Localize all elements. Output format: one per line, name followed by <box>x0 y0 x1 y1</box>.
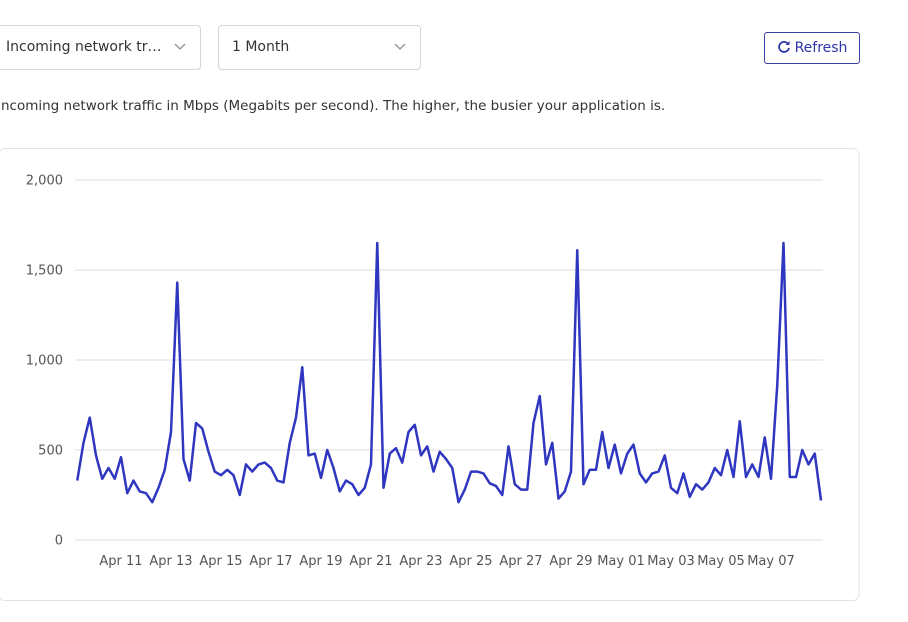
x-tick-label: Apr 17 <box>249 554 292 569</box>
x-tick-label: Apr 21 <box>349 554 392 569</box>
x-tick-label: May 03 <box>647 554 695 569</box>
x-tick-label: May 07 <box>747 554 795 569</box>
metric-select[interactable]: Incoming network tr… <box>0 25 201 70</box>
x-tick-label: May 05 <box>697 554 745 569</box>
chart-card <box>0 148 860 601</box>
y-tick-label: 2,000 <box>26 174 63 189</box>
metric-select-text: Incoming network tr… <box>6 39 162 55</box>
x-tick-label: Apr 29 <box>549 554 592 569</box>
x-tick-label: Apr 23 <box>399 554 442 569</box>
refresh-button[interactable]: Refresh <box>764 32 860 64</box>
y-tick-label: 1,500 <box>26 264 63 279</box>
refresh-icon <box>777 41 790 53</box>
y-tick-label: 500 <box>38 444 63 459</box>
x-tick-label: Apr 13 <box>149 554 192 569</box>
description: Incoming network traffic in Mbps (Megabi… <box>0 98 666 114</box>
x-tick-label: Apr 27 <box>499 554 542 569</box>
y-tick-label: 1,000 <box>26 354 63 369</box>
y-tick-label: 0 <box>55 534 63 549</box>
x-tick-label: May 01 <box>597 554 645 569</box>
chevron <box>394 43 406 51</box>
x-tick-label: Apr 19 <box>299 554 342 569</box>
chevron <box>174 43 186 51</box>
x-tick-label: Apr 11 <box>99 554 142 569</box>
period-select-text: 1 Month <box>232 39 290 55</box>
period-select[interactable]: 1 Month <box>218 25 421 70</box>
x-tick-label: Apr 25 <box>449 554 492 569</box>
refresh-text: Refresh <box>794 40 848 56</box>
x-tick-label: Apr 15 <box>199 554 242 569</box>
line-series <box>76 241 823 504</box>
